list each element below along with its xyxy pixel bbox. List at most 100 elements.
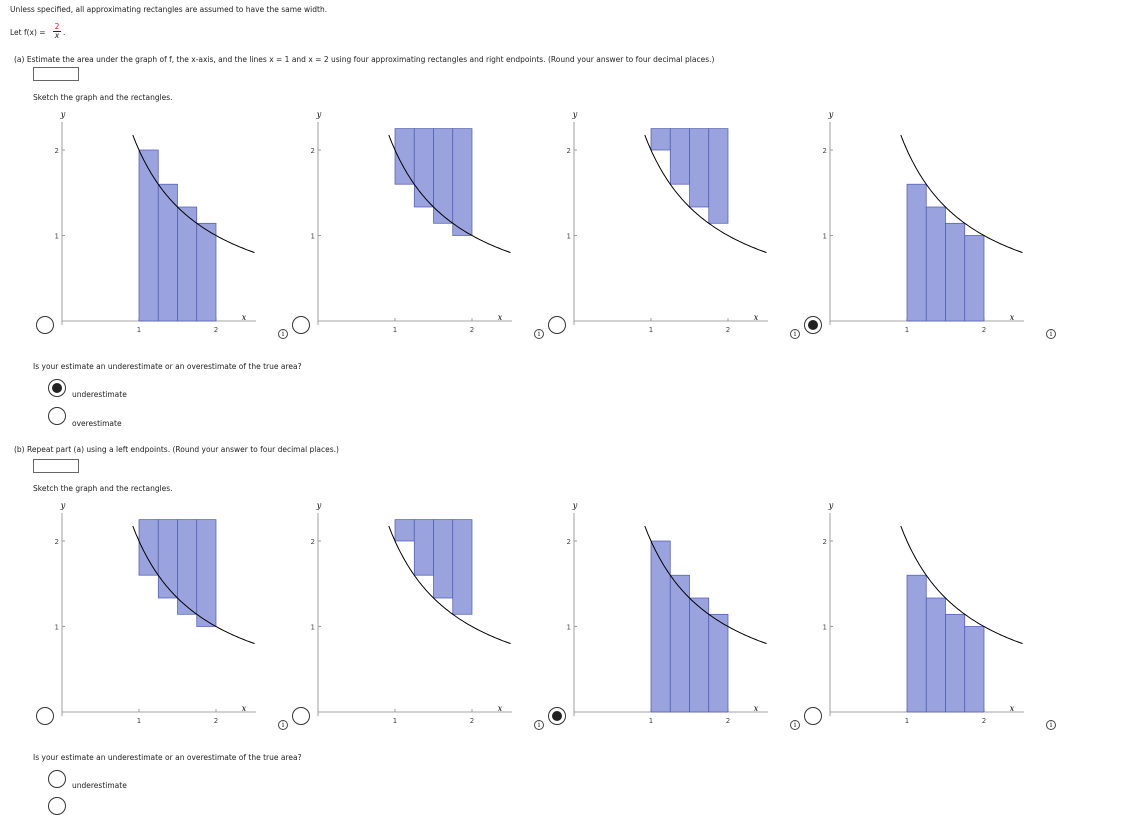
part-a-graph-option-1-radio[interactable] xyxy=(36,316,54,334)
part-a-graph-option-4: 1 2 1 2 y x xyxy=(804,108,1024,343)
approx-rectangle xyxy=(689,128,710,208)
part-b-graph-option-1-radio[interactable] xyxy=(36,707,54,725)
y-tick-label: 1 xyxy=(567,233,571,241)
part-a-graph-option-1: 1 2 1 2 y x xyxy=(36,108,256,343)
function-curve xyxy=(644,134,767,254)
info-icon[interactable]: i xyxy=(534,329,544,339)
approx-rectangle xyxy=(157,519,178,599)
part-a-graph-4-svg: 1 2 1 2 y x xyxy=(823,110,1024,334)
info-icon[interactable]: i xyxy=(790,329,800,339)
y-axis-label: y xyxy=(316,110,322,119)
intro-text: Unless specified, all approximating rect… xyxy=(10,5,328,14)
approx-rectangle xyxy=(906,183,927,322)
approx-rectangle xyxy=(708,128,729,224)
part-a-overestimate-label: overestimate xyxy=(72,419,122,428)
x-axis-label: x xyxy=(1010,313,1015,322)
function-prefix: Let f(x) = xyxy=(10,28,46,37)
function-curve xyxy=(132,134,255,254)
part-b-graph-1-svg: 1 2 1 2 y x xyxy=(55,501,256,725)
part-a-graph-option-2: 1 2 1 2 y x xyxy=(292,108,512,343)
function-curve xyxy=(900,134,1023,254)
y-tick-label: 2 xyxy=(311,147,315,155)
info-icon[interactable]: i xyxy=(278,720,288,730)
approx-rectangle xyxy=(945,613,966,713)
part-a-graph-option-2-radio[interactable] xyxy=(292,316,310,334)
x-tick-label: 1 xyxy=(393,717,397,725)
part-a-underestimate-radio[interactable] xyxy=(48,379,66,397)
approx-rectangle xyxy=(689,597,710,713)
part-b-underestimate-radio[interactable] xyxy=(48,770,66,788)
info-icon[interactable]: i xyxy=(790,720,800,730)
info-icon[interactable]: i xyxy=(1046,329,1056,339)
part-a-graph-option-3-radio[interactable] xyxy=(548,316,566,334)
function-curve xyxy=(644,525,767,645)
part-a-graph-option-4-radio[interactable] xyxy=(804,316,822,334)
approx-rectangle xyxy=(964,235,985,322)
x-tick-label: 2 xyxy=(214,717,218,725)
approx-rectangle xyxy=(452,128,473,236)
part-b-graph-option-2: 1 2 1 2 y x xyxy=(292,499,512,734)
approx-rectangle xyxy=(177,206,198,322)
approx-rectangle xyxy=(196,222,217,322)
part-b-graph-4-svg: 1 2 1 2 y x xyxy=(823,501,1024,725)
part-a-graph-option-3: 1 2 1 2 y x xyxy=(548,108,768,343)
y-tick-label: 1 xyxy=(55,233,59,241)
info-icon[interactable]: i xyxy=(1046,720,1056,730)
part-b-sketch-prompt: Sketch the graph and the rectangles. xyxy=(33,484,173,493)
x-tick-label: 2 xyxy=(470,326,474,334)
approx-rectangle xyxy=(650,128,671,151)
approx-rectangle xyxy=(925,206,946,322)
part-b-overestimate-radio[interactable] xyxy=(48,797,66,815)
part-b-graph-option-3-radio[interactable] xyxy=(548,707,566,725)
part-a-estimate-question: Is your estimate an underestimate or an … xyxy=(33,362,302,371)
x-tick-label: 1 xyxy=(649,717,653,725)
function-curve xyxy=(900,525,1023,645)
x-tick-label: 1 xyxy=(137,717,141,725)
x-axis-label: x xyxy=(498,704,503,713)
x-tick-label: 1 xyxy=(905,326,909,334)
info-icon[interactable]: i xyxy=(534,720,544,730)
part-b-answer-input[interactable] xyxy=(33,459,79,473)
y-tick-label: 1 xyxy=(311,233,315,241)
part-a-answer-input[interactable] xyxy=(33,67,79,81)
approx-rectangle xyxy=(138,149,159,322)
part-b-underestimate-label: underestimate xyxy=(72,781,127,790)
x-tick-label: 2 xyxy=(982,326,986,334)
x-tick-label: 1 xyxy=(905,717,909,725)
part-a-sketch-prompt: Sketch the graph and the rectangles. xyxy=(33,93,173,102)
part-b-graph-option-1: 1 2 1 2 y x xyxy=(36,499,256,734)
y-axis-label: y xyxy=(572,110,578,119)
approx-rectangle xyxy=(925,597,946,713)
approx-rectangle xyxy=(669,128,690,185)
y-axis-label: y xyxy=(828,501,834,510)
function-fraction: 2 x xyxy=(52,23,62,40)
x-tick-label: 2 xyxy=(726,326,730,334)
part-b-prompt: (b) Repeat part (a) using a left endpoin… xyxy=(14,445,339,454)
x-tick-label: 2 xyxy=(726,717,730,725)
y-tick-label: 2 xyxy=(55,538,59,546)
y-tick-label: 1 xyxy=(823,624,827,632)
y-tick-label: 1 xyxy=(567,624,571,632)
info-icon[interactable]: i xyxy=(278,329,288,339)
fraction-denominator: x xyxy=(54,31,60,40)
approx-rectangle xyxy=(177,519,198,615)
part-a-graph-3-svg: 1 2 1 2 y x xyxy=(567,110,768,334)
part-b-graph-option-3: 1 2 1 2 y x xyxy=(548,499,768,734)
part-b-graph-option-2-radio[interactable] xyxy=(292,707,310,725)
part-b-graph-option-4-radio[interactable] xyxy=(804,707,822,725)
y-tick-label: 2 xyxy=(567,147,571,155)
x-axis-label: x xyxy=(242,704,247,713)
part-a-underestimate-label: underestimate xyxy=(72,390,127,399)
y-axis-label: y xyxy=(316,501,322,510)
x-tick-label: 2 xyxy=(982,717,986,725)
y-tick-label: 1 xyxy=(311,624,315,632)
part-a-overestimate-radio[interactable] xyxy=(48,407,66,425)
function-definition: Let f(x) = xyxy=(10,28,46,38)
y-tick-label: 2 xyxy=(823,147,827,155)
x-axis-label: x xyxy=(498,313,503,322)
y-axis-label: y xyxy=(828,110,834,119)
x-tick-label: 1 xyxy=(649,326,653,334)
part-a-graph-2-svg: 1 2 1 2 y x xyxy=(311,110,512,334)
approx-rectangle xyxy=(196,519,217,627)
y-axis-label: y xyxy=(60,501,66,510)
